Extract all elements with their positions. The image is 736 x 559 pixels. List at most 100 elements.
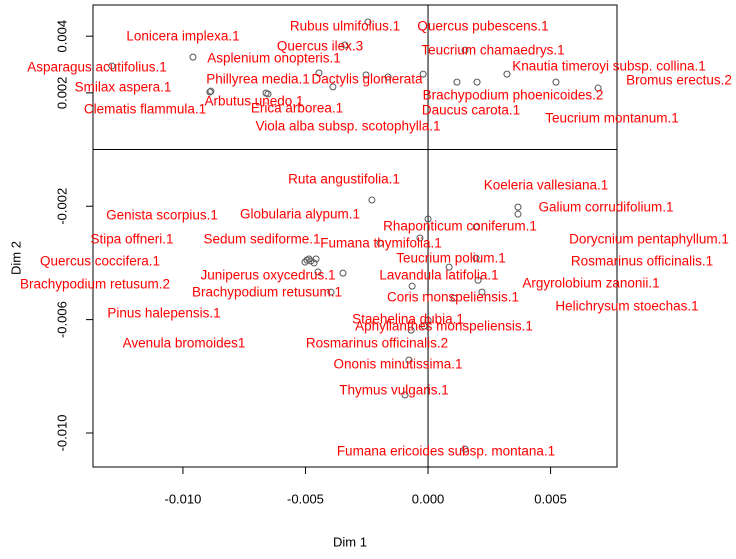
point xyxy=(450,294,458,302)
point-label: Dactylis glomerata xyxy=(311,72,423,87)
point xyxy=(473,78,481,86)
point xyxy=(514,203,522,211)
point xyxy=(420,322,428,330)
point-label: Dorycnium pentaphyllum.1 xyxy=(569,232,729,247)
point-label: Quercus ilex.3 xyxy=(277,39,363,54)
y-tick-label: 0.004 xyxy=(54,20,69,53)
point-label: Rubus ulmifolius.1 xyxy=(290,19,400,34)
point-label: Avenula bromoides1 xyxy=(123,336,246,351)
point-label: Stipa offneri.1 xyxy=(90,232,173,247)
point-label: Viola alba subsp. scotophylla.1 xyxy=(255,119,440,134)
point-label: Staehelina dubia.1 xyxy=(352,312,464,327)
point xyxy=(401,391,409,399)
point xyxy=(405,356,413,364)
point-label: Daucus carota.1 xyxy=(422,103,520,118)
point xyxy=(341,41,349,49)
point-label: Arbutus unedo.1 xyxy=(204,94,303,109)
point-label: Koeleria vallesiana.1 xyxy=(484,178,609,193)
point-label: Teucrium polium.1 xyxy=(396,251,506,266)
point xyxy=(407,326,415,334)
point-label: Erica arborea.1 xyxy=(251,101,343,116)
y-tick-label: -0.002 xyxy=(54,188,69,225)
point-label: Bromus erectus.2 xyxy=(626,73,732,88)
point-label: Juniperus oxycedrus.1 xyxy=(200,268,335,283)
point-label: Helichrysum stoechas.1 xyxy=(555,299,698,314)
point xyxy=(264,90,272,98)
point-label: Fumana thymifolia.1 xyxy=(320,236,442,251)
point-label: Brachypodium phoenicoides.2 xyxy=(423,88,604,103)
point-label: Galium corrudifolium.1 xyxy=(538,200,673,215)
point-label: Teucrium chamaedrys.1 xyxy=(421,43,564,58)
point xyxy=(461,46,469,54)
x-tick-label: -0.005 xyxy=(287,491,324,506)
point xyxy=(424,316,432,324)
point xyxy=(419,70,427,78)
point xyxy=(207,87,215,95)
point xyxy=(424,215,432,223)
point xyxy=(339,269,347,277)
point-label: Ruta angustifolia.1 xyxy=(288,172,400,187)
point-label: Rosmarinus officinalis.1 xyxy=(571,254,713,269)
point xyxy=(329,83,337,91)
point-label: Lavandula latifolia.1 xyxy=(379,268,498,283)
y-tick-label: -0.010 xyxy=(54,415,69,452)
point xyxy=(108,62,116,70)
point xyxy=(384,73,392,81)
point xyxy=(453,78,461,86)
point-label: Sedum sediforme.1 xyxy=(203,232,320,247)
point-label: Asplenium onopteris.1 xyxy=(207,51,341,66)
y-axis-label: Dim 2 xyxy=(8,241,23,275)
point-label: Globularia alypum.1 xyxy=(240,207,360,222)
point xyxy=(364,18,372,26)
point-label: Quercus pubescens.1 xyxy=(417,19,548,34)
x-axis-label: Dim 1 xyxy=(333,534,367,549)
point xyxy=(314,268,322,276)
point xyxy=(327,288,335,296)
point-label: Clematis flammula.1 xyxy=(84,102,206,117)
point xyxy=(461,445,469,453)
point xyxy=(514,210,522,218)
point xyxy=(315,69,323,77)
point-label: Smilax aspera.1 xyxy=(75,80,172,95)
y-tick-label: 0.002 xyxy=(54,77,69,110)
point-label: Argyrolobium zanonii.1 xyxy=(522,276,659,291)
point-label: Teucrium montanum.1 xyxy=(545,111,679,126)
point xyxy=(445,263,453,271)
point-label: Knautia timeroyi subsp. collina.1 xyxy=(512,59,706,74)
point-label: Rhaponticum coniferum.1 xyxy=(383,219,537,234)
plot-frame xyxy=(92,4,618,468)
point-label: Genista scorpius.1 xyxy=(106,208,218,223)
point-label: Brachypodium retusum.1 xyxy=(192,285,342,300)
point xyxy=(376,239,384,247)
point xyxy=(594,84,602,92)
point xyxy=(301,258,309,266)
x-tick-label: 0.000 xyxy=(412,491,445,506)
point-label: Lonicera implexa.1 xyxy=(126,29,239,44)
point xyxy=(472,254,480,262)
x-tick-label: -0.010 xyxy=(165,491,202,506)
y-tick-label: -0.006 xyxy=(54,301,69,338)
point xyxy=(503,70,511,78)
point-label: Thymus vulgaris.1 xyxy=(339,383,449,398)
point xyxy=(478,288,486,296)
point-label: Pinus halepensis.1 xyxy=(107,306,220,321)
point-label: Rosmarinus officinalis.2 xyxy=(306,336,448,351)
point xyxy=(303,256,311,264)
point-label: Aphyllanthes monspeliensis.1 xyxy=(355,319,533,334)
point xyxy=(206,88,214,96)
point xyxy=(368,196,376,204)
point-label: Brachypodium retusum.2 xyxy=(20,277,170,292)
point xyxy=(474,276,482,284)
point xyxy=(552,78,560,86)
point-label: Phillyrea media.1 xyxy=(206,72,310,87)
point xyxy=(416,234,424,242)
point xyxy=(408,282,416,290)
point xyxy=(189,53,197,61)
point-label: Coris monspeliensis.1 xyxy=(387,290,519,305)
point-label: Quercus coccifera.1 xyxy=(40,254,160,269)
point xyxy=(472,223,480,231)
point xyxy=(310,259,318,267)
point-label: Ononis minutissima.1 xyxy=(333,357,462,372)
point-label: Asparagus acutifolius.1 xyxy=(27,60,167,75)
